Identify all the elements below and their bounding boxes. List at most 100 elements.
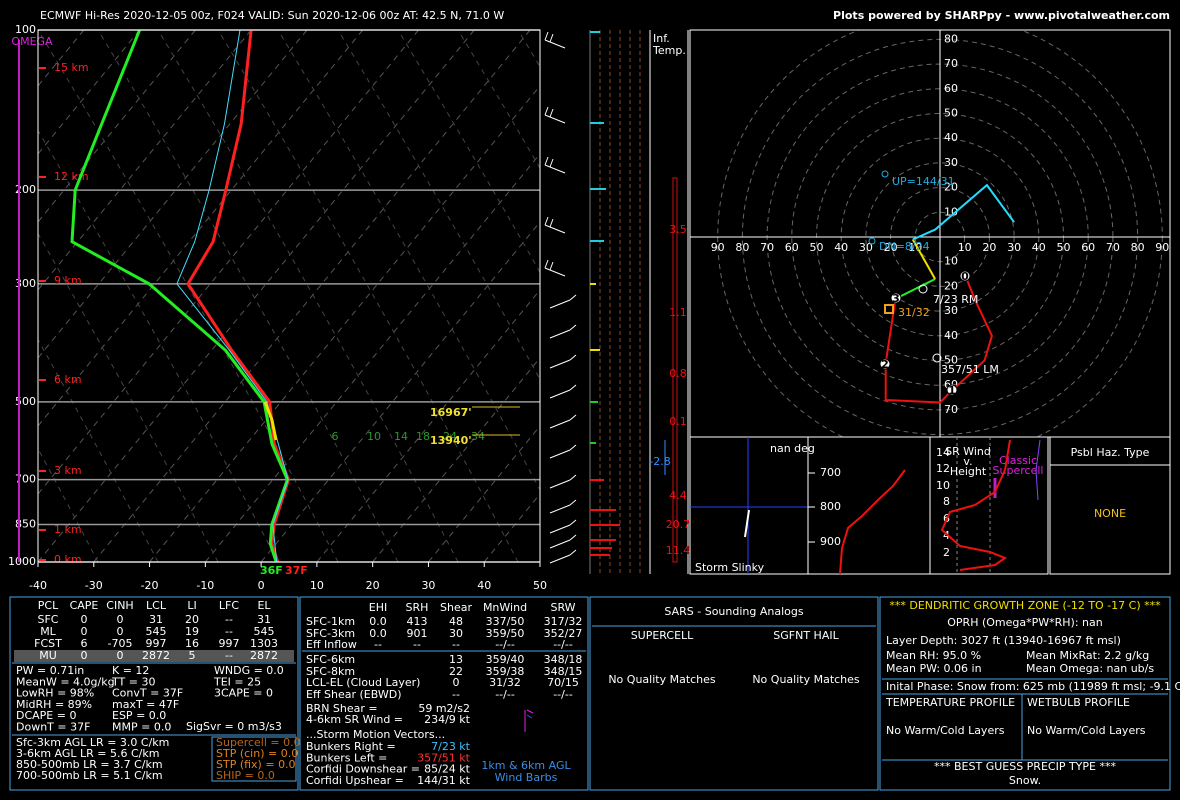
sr-wind-border bbox=[929, 436, 1049, 575]
wind-barb bbox=[544, 267, 566, 277]
parcel-cell: 2872 bbox=[250, 649, 278, 662]
kinematic-label: SFC-8km bbox=[306, 665, 355, 678]
parcel-cell: 545 bbox=[254, 625, 275, 638]
y-tick-label: 100 bbox=[15, 23, 36, 36]
y-tick-label: 500 bbox=[15, 395, 36, 408]
sr-height-label: 10 bbox=[936, 479, 950, 492]
kinematic-label: SFC-6km bbox=[306, 653, 355, 666]
index-value: 3CAPE = 0 bbox=[214, 687, 273, 700]
ring-label: 20 bbox=[944, 279, 958, 292]
wind-barb bbox=[549, 419, 571, 429]
kinematic-label: BRN Shear = bbox=[306, 702, 378, 715]
composite-box bbox=[211, 736, 297, 782]
sars-column: SUPERCELL bbox=[631, 629, 694, 642]
parcel-cell: 5 bbox=[189, 649, 196, 662]
wind-barb bbox=[549, 158, 554, 168]
isotherm bbox=[38, 30, 419, 495]
index-value: TT = 30 bbox=[111, 675, 155, 688]
parcel-cell: 997 bbox=[146, 637, 167, 650]
wind-barb bbox=[569, 324, 577, 331]
x-tick-label: 40 bbox=[477, 579, 491, 592]
index-value: K = 12 bbox=[112, 664, 149, 677]
kinematic-header: Shear bbox=[440, 601, 472, 614]
storm-marker bbox=[932, 353, 942, 363]
height-marker-label: 1 bbox=[948, 384, 956, 397]
hazard-value: NONE bbox=[1094, 507, 1126, 520]
isotherm bbox=[149, 85, 540, 562]
header-title: ECMWF Hi-Res 2020-12-05 00z, F024 VALID:… bbox=[40, 9, 504, 22]
kinematic-header: MnWind bbox=[483, 601, 527, 614]
corfidi-marker bbox=[868, 237, 876, 245]
ring-label: 70 bbox=[944, 403, 958, 416]
index-value: WNDG = 0.0 bbox=[214, 664, 284, 677]
x-tick-label: 50 bbox=[533, 579, 547, 592]
profile-line bbox=[70, 30, 290, 562]
wind-barb bbox=[569, 474, 577, 481]
wind-barb bbox=[549, 359, 571, 369]
kinematic-header: SRH bbox=[406, 601, 429, 614]
wind-barb bbox=[544, 216, 549, 226]
parcel-header: PCL bbox=[38, 599, 59, 612]
motion-value: 7/23 kt bbox=[431, 740, 471, 753]
composite-index: SHIP = 0.0 bbox=[216, 769, 275, 782]
y-tick-label: 1000 bbox=[8, 555, 36, 568]
parcel-cell: 19 bbox=[185, 625, 199, 638]
height-marker bbox=[879, 358, 891, 370]
inference-value: 0.1 bbox=[669, 415, 687, 428]
parcel-cell: 31 bbox=[257, 613, 271, 626]
parcel-cell: 6 bbox=[81, 637, 88, 650]
parcel-cell: 2872 bbox=[142, 649, 170, 662]
inference-value: 1.1 bbox=[669, 306, 687, 319]
index-value: maxT = 47F bbox=[112, 698, 179, 711]
wind-barb bbox=[544, 31, 549, 41]
wind-barb bbox=[549, 524, 571, 534]
kinematic-cell: 359/40 bbox=[486, 653, 525, 666]
ring-label: 30 bbox=[944, 304, 958, 317]
kinematic-label: LCL-EL (Cloud Layer) bbox=[306, 676, 420, 689]
isotherm bbox=[428, 425, 540, 562]
isotherm bbox=[38, 30, 364, 427]
ring-label: 60 bbox=[785, 241, 799, 254]
sr-height-label: 4 bbox=[943, 529, 950, 542]
sr-wind-curve bbox=[1035, 439, 1041, 501]
motion-label: Bunkers Right = bbox=[306, 740, 396, 753]
kinematic-cell: 59 m2/s2 bbox=[418, 702, 470, 715]
kinematic-cell: 48 bbox=[449, 615, 463, 628]
kinematic-cell: 359/38 bbox=[486, 665, 525, 678]
kinematic-cell: -- bbox=[413, 638, 421, 651]
sars-column: SGFNT HAIL bbox=[773, 629, 839, 642]
hazard-border bbox=[1049, 436, 1171, 575]
kinematic-label: Eff Shear (EBWD) bbox=[306, 688, 402, 701]
wind-barb bbox=[549, 389, 571, 399]
hazard-title: Psbl Haz. Type bbox=[1071, 446, 1150, 459]
sr-wind-curve bbox=[940, 439, 1011, 571]
wind-barb bbox=[569, 499, 577, 506]
wind-barb bbox=[569, 384, 577, 391]
x-tick-label: 30 bbox=[421, 579, 435, 592]
dgz-title: *** DENDRITIC GROWTH ZONE (-12 TO -17 C)… bbox=[889, 599, 1161, 612]
ring-label: 10 bbox=[958, 241, 972, 254]
kinematic-header: SRW bbox=[550, 601, 575, 614]
kinematic-cell: -- bbox=[374, 638, 382, 651]
theta-curve bbox=[839, 469, 906, 575]
ring-label: 70 bbox=[1106, 241, 1120, 254]
index-value: DCAPE = 0 bbox=[16, 709, 76, 722]
kinematic-cell: --/-- bbox=[553, 638, 573, 651]
kinematic-cell: 30 bbox=[449, 627, 463, 640]
y-tick-label: 700 bbox=[15, 473, 36, 486]
mixing-ratio-label: 14 bbox=[394, 430, 408, 443]
kinematic-cell: 352/27 bbox=[544, 627, 583, 640]
ring-label: 50 bbox=[1057, 241, 1071, 254]
ring-label: 40 bbox=[944, 131, 958, 144]
index-value: ConvT = 37F bbox=[112, 687, 183, 700]
slinky-title: Storm Slinky bbox=[695, 561, 765, 574]
height-marker-label: 2 bbox=[881, 358, 889, 371]
dry-adiabat bbox=[277, 30, 540, 491]
isotherm bbox=[93, 30, 531, 562]
wind-barb bbox=[569, 354, 577, 361]
parcel-cell: 20 bbox=[185, 613, 199, 626]
kinematic-cell: 901 bbox=[407, 627, 428, 640]
parcel-cell: -- bbox=[225, 613, 233, 626]
wind-barb bbox=[544, 39, 566, 49]
